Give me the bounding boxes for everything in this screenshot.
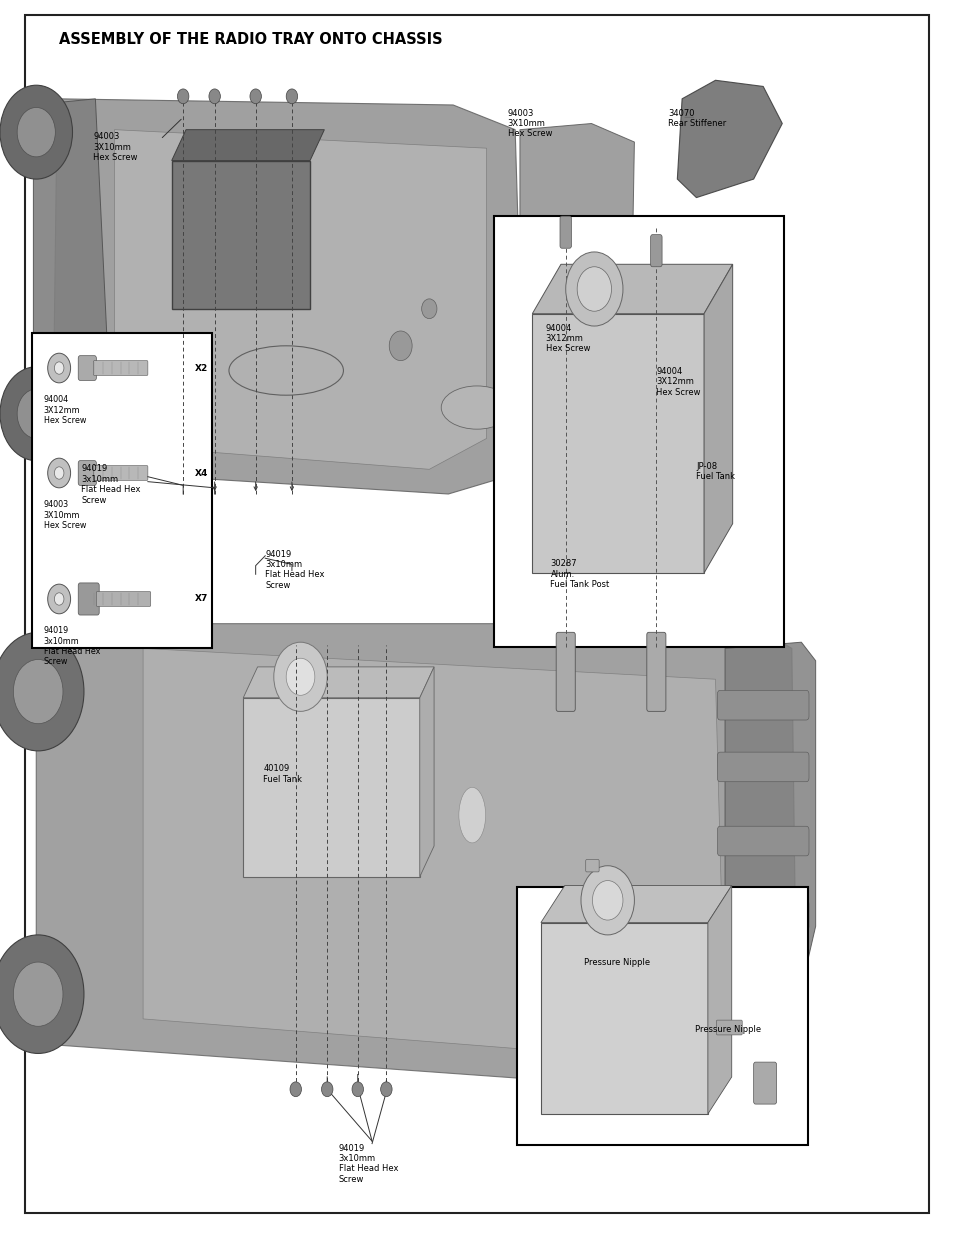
Circle shape	[17, 389, 55, 438]
FancyBboxPatch shape	[93, 361, 148, 375]
Text: 94004
3X12mm
Hex Screw: 94004 3X12mm Hex Screw	[44, 395, 86, 425]
FancyBboxPatch shape	[650, 235, 661, 267]
Circle shape	[48, 353, 71, 383]
Text: JP-08
Fuel Tank: JP-08 Fuel Tank	[696, 462, 735, 482]
FancyBboxPatch shape	[585, 860, 598, 872]
Text: Pressure Nipple: Pressure Nipple	[583, 958, 649, 967]
Circle shape	[580, 866, 634, 935]
Ellipse shape	[458, 788, 485, 842]
Text: 94019
3x10mm
Flat Head Hex
Screw: 94019 3x10mm Flat Head Hex Screw	[81, 464, 140, 505]
Circle shape	[13, 962, 63, 1026]
FancyBboxPatch shape	[591, 216, 672, 389]
Text: 94004
3X12mm
Hex Screw: 94004 3X12mm Hex Screw	[545, 324, 590, 353]
Polygon shape	[419, 667, 434, 877]
Polygon shape	[519, 124, 634, 445]
Ellipse shape	[296, 772, 323, 834]
Circle shape	[352, 1082, 363, 1097]
Circle shape	[48, 584, 71, 614]
Text: 94019
3x10mm
Flat Head Hex
Screw: 94019 3x10mm Flat Head Hex Screw	[265, 550, 324, 590]
Polygon shape	[52, 99, 524, 494]
Circle shape	[54, 467, 64, 479]
FancyBboxPatch shape	[172, 161, 310, 309]
FancyBboxPatch shape	[559, 216, 571, 248]
Text: X2: X2	[194, 363, 208, 373]
Text: 94004
3X12mm
Hex Screw: 94004 3X12mm Hex Screw	[656, 367, 700, 396]
Circle shape	[157, 358, 176, 383]
Text: 94003
3X10mm
Hex Screw: 94003 3X10mm Hex Screw	[93, 132, 138, 162]
Circle shape	[286, 89, 297, 104]
Circle shape	[250, 89, 261, 104]
Text: 94003
3X10mm
Hex Screw: 94003 3X10mm Hex Screw	[507, 109, 552, 138]
Polygon shape	[677, 80, 781, 198]
Bar	[517, 887, 807, 1145]
Circle shape	[565, 252, 622, 326]
Circle shape	[0, 935, 84, 1053]
Text: X7: X7	[194, 594, 208, 604]
Polygon shape	[33, 99, 110, 445]
Circle shape	[0, 85, 72, 179]
Text: ASSEMBLY OF THE RADIO TRAY ONTO CHASSIS: ASSEMBLY OF THE RADIO TRAY ONTO CHASSIS	[59, 32, 442, 47]
Circle shape	[129, 358, 148, 383]
Text: X4: X4	[194, 468, 208, 478]
Polygon shape	[703, 264, 732, 573]
Circle shape	[177, 89, 189, 104]
FancyBboxPatch shape	[93, 466, 148, 480]
Polygon shape	[143, 648, 724, 1062]
FancyBboxPatch shape	[556, 632, 575, 711]
Circle shape	[321, 1082, 333, 1097]
Circle shape	[17, 107, 55, 157]
FancyBboxPatch shape	[717, 900, 808, 930]
Text: 40109
Fuel Tank: 40109 Fuel Tank	[263, 764, 302, 784]
FancyBboxPatch shape	[717, 752, 808, 782]
Bar	[494, 216, 783, 647]
FancyBboxPatch shape	[646, 632, 665, 711]
Polygon shape	[114, 130, 486, 469]
Text: Pressure Nipple: Pressure Nipple	[695, 1025, 760, 1034]
Circle shape	[0, 632, 84, 751]
Circle shape	[286, 658, 314, 695]
FancyBboxPatch shape	[78, 583, 99, 615]
Ellipse shape	[344, 766, 371, 827]
Circle shape	[421, 299, 436, 319]
Polygon shape	[36, 624, 796, 1093]
FancyBboxPatch shape	[532, 314, 703, 573]
Text: 34070
Rear Stiffener: 34070 Rear Stiffener	[667, 109, 725, 128]
Polygon shape	[243, 667, 434, 698]
Circle shape	[209, 89, 220, 104]
FancyBboxPatch shape	[243, 698, 419, 877]
Circle shape	[380, 1082, 392, 1097]
Circle shape	[54, 362, 64, 374]
Circle shape	[48, 458, 71, 488]
Polygon shape	[172, 130, 324, 161]
FancyBboxPatch shape	[78, 461, 96, 485]
FancyBboxPatch shape	[716, 1020, 741, 1035]
Bar	[32, 333, 212, 648]
Circle shape	[577, 267, 611, 311]
FancyBboxPatch shape	[753, 1062, 776, 1104]
Circle shape	[54, 593, 64, 605]
Circle shape	[274, 642, 327, 711]
Text: 94003
3X10mm
Hex Screw: 94003 3X10mm Hex Screw	[44, 500, 86, 530]
Text: 30287
Alum.
Fuel Tank Post: 30287 Alum. Fuel Tank Post	[550, 559, 609, 589]
Circle shape	[389, 331, 412, 361]
Circle shape	[0, 367, 72, 461]
Circle shape	[592, 881, 622, 920]
Text: 94019
3x10mm
Flat Head Hex
Screw: 94019 3x10mm Flat Head Hex Screw	[44, 626, 100, 667]
Text: 94019
3x10mm
Flat Head Hex
Screw: 94019 3x10mm Flat Head Hex Screw	[338, 1144, 397, 1184]
FancyBboxPatch shape	[717, 690, 808, 720]
Circle shape	[290, 1082, 301, 1097]
Ellipse shape	[440, 385, 513, 429]
Polygon shape	[540, 885, 731, 923]
Circle shape	[13, 659, 63, 724]
Ellipse shape	[392, 778, 418, 840]
Polygon shape	[707, 885, 731, 1114]
Polygon shape	[532, 264, 732, 314]
FancyBboxPatch shape	[96, 592, 151, 606]
FancyBboxPatch shape	[540, 923, 707, 1114]
FancyBboxPatch shape	[78, 356, 96, 380]
Polygon shape	[724, 642, 815, 988]
FancyBboxPatch shape	[717, 826, 808, 856]
